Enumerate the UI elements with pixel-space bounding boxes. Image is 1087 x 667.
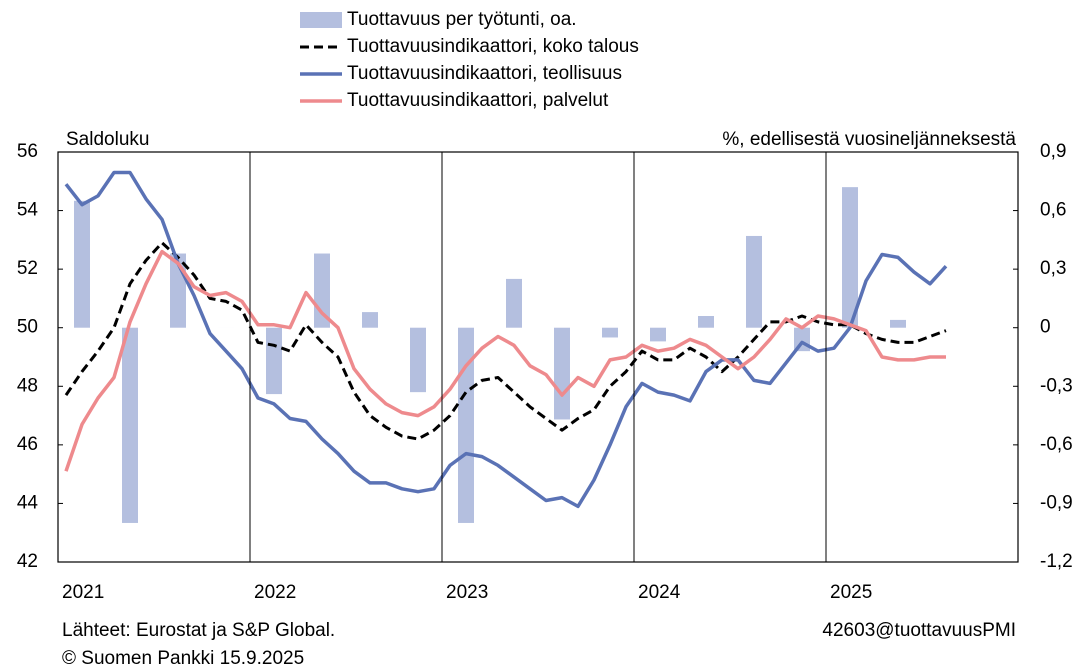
line-series	[64, 170, 948, 509]
y-tick-label: 44	[17, 492, 39, 513]
y-tick-label: 42	[17, 551, 38, 572]
copyright: © Suomen Pankki 15.9.2025	[62, 648, 304, 667]
bar	[554, 327, 570, 420]
y-tick-label: 50	[17, 317, 38, 338]
left-axis-label: Saldoluku	[66, 129, 149, 150]
y-tick-label: 46	[17, 434, 38, 455]
bar	[746, 235, 762, 328]
code: 42603@tuottavuusPMI	[822, 620, 1016, 641]
bar	[122, 327, 138, 523]
y-tick-label: 48	[17, 375, 38, 396]
y2-tick-label: -1,2	[1040, 551, 1073, 572]
x-tick-label: 2023	[446, 582, 488, 603]
legend-label: Tuottavuus per työtunti, oa.	[347, 9, 577, 30]
y2-tick-label: -0,3	[1040, 375, 1073, 396]
y2-tick-label: 0,9	[1040, 141, 1066, 162]
bar	[74, 200, 90, 328]
y-tick-label: 52	[17, 258, 38, 279]
right-axis-label: %, edellisestä vuosineljänneksestä	[722, 129, 1016, 150]
bar	[362, 312, 378, 328]
legend-label: Tuottavuusindikaattori, koko talous	[347, 36, 639, 57]
source: Lähteet: Eurostat ja S&P Global.	[62, 620, 335, 641]
line-series	[64, 241, 947, 441]
bar	[602, 327, 618, 338]
y2-tick-label: 0	[1040, 317, 1051, 338]
x-tick-label: 2021	[62, 582, 104, 603]
bar	[698, 316, 714, 328]
y2-tick-label: -0,6	[1040, 434, 1073, 455]
y2-tick-label: 0,6	[1040, 200, 1066, 221]
y-tick-label: 56	[17, 141, 38, 162]
bar	[410, 327, 426, 393]
y-tick-label: 54	[17, 200, 39, 221]
bar	[890, 319, 906, 328]
legend-swatch	[300, 12, 342, 28]
bar	[842, 187, 858, 328]
x-tick-label: 2024	[638, 582, 681, 603]
plot-frame	[57, 151, 1019, 563]
bar	[506, 278, 522, 328]
legend-label: Tuottavuusindikaattori, palvelut	[347, 90, 609, 111]
line-series	[64, 249, 946, 472]
y2-tick-label: -0,9	[1040, 492, 1073, 513]
x-tick-label: 2022	[254, 582, 296, 603]
bar	[458, 327, 474, 523]
legend-label: Tuottavuusindikaattori, teollisuus	[347, 63, 622, 84]
bar	[266, 327, 282, 395]
bar	[650, 327, 666, 342]
y2-tick-label: 0,3	[1040, 258, 1066, 279]
x-tick-label: 2025	[830, 582, 872, 603]
